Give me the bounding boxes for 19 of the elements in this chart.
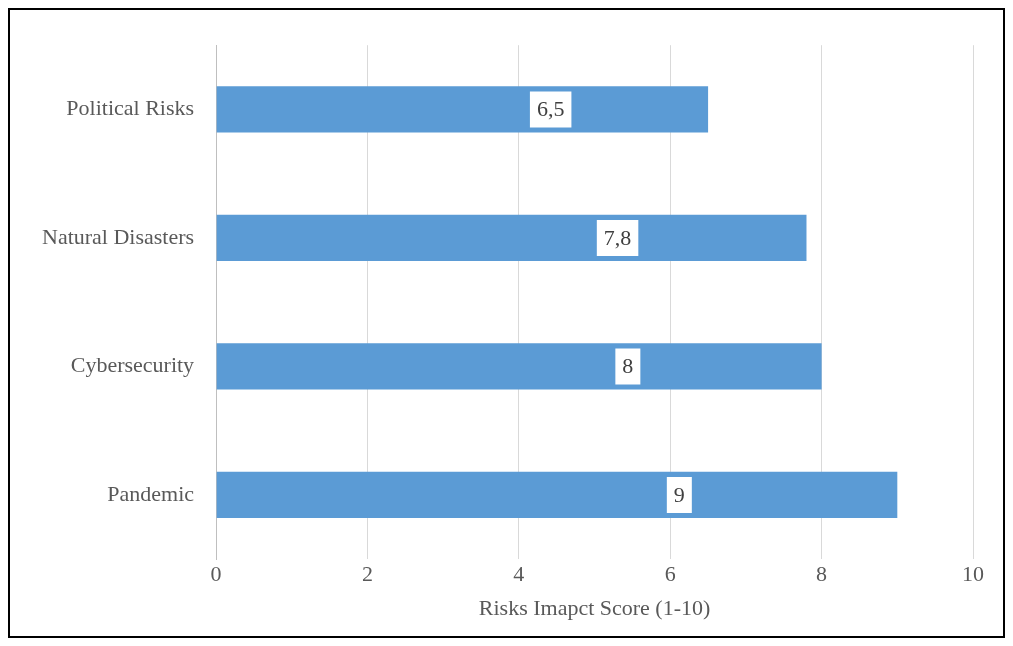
data-label: 8 bbox=[622, 353, 634, 379]
data-label: 9 bbox=[673, 481, 685, 507]
bar bbox=[216, 86, 709, 133]
x-tick-label: 4 bbox=[513, 561, 525, 587]
bar bbox=[216, 214, 807, 262]
x-tick-label: 6 bbox=[664, 561, 676, 587]
x-tick-label: 8 bbox=[816, 561, 828, 587]
bar bbox=[216, 343, 822, 390]
bar bbox=[216, 471, 898, 519]
x-tick-label: 10 bbox=[962, 561, 984, 587]
x-tick-label: 0 bbox=[210, 561, 222, 587]
y-tick-label: Cybersecurity bbox=[70, 352, 195, 378]
y-tick-label: Pandemic bbox=[107, 480, 195, 506]
y-tick-label: Natural Disasters bbox=[42, 223, 195, 249]
data-label: 7,8 bbox=[603, 224, 632, 250]
data-label: 6,5 bbox=[536, 96, 565, 122]
y-tick-label: Political Risks bbox=[66, 95, 195, 121]
x-axis-title: Risks Imapct Score (1-10) bbox=[478, 594, 711, 620]
x-tick-label: 2 bbox=[362, 561, 373, 587]
